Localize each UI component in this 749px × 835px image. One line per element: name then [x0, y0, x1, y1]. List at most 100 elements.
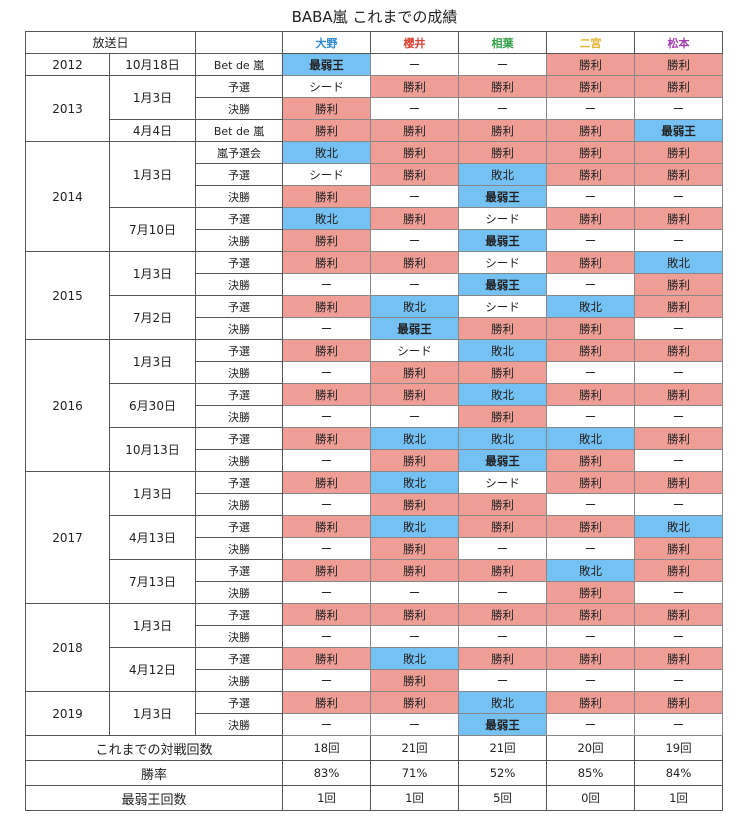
result-cell-1: 勝利 — [370, 493, 460, 516]
result-cell-4: ー — [634, 405, 724, 428]
result-cell-4: ー — [634, 625, 724, 648]
result-cell-4: 勝利 — [634, 339, 724, 362]
result-cell-4: 勝利 — [634, 53, 724, 76]
event-cell: 予選 — [195, 515, 284, 538]
date-cell: 7月13日 — [108, 559, 197, 604]
result-cell-4: 勝利 — [634, 471, 724, 494]
result-cell-2: 勝利 — [458, 493, 548, 516]
date-cell: 1月3日 — [108, 251, 197, 296]
result-cell-4: ー — [634, 449, 724, 472]
result-cell-1: 勝利 — [370, 163, 460, 186]
result-cell-0: ー — [282, 625, 372, 648]
date-cell: 1月3日 — [108, 75, 197, 120]
result-cell-3: ー — [546, 625, 636, 648]
year-cell: 2012 — [25, 53, 110, 76]
result-cell-1: 敗北 — [370, 471, 460, 494]
event-cell: 予選 — [195, 339, 284, 362]
date-cell: 7月2日 — [108, 295, 197, 340]
summary-label: 最弱王回数 — [24, 785, 284, 811]
event-cell: 予選 — [195, 691, 284, 714]
summary-label: これまでの対戦回数 — [24, 735, 284, 761]
table-row: 決勝ー勝利 勝利ーー — [26, 361, 724, 384]
result-cell-0: 勝利 — [282, 119, 372, 142]
result-cell-1: ー — [370, 185, 460, 208]
result-cell-4: ー — [634, 669, 724, 692]
result-cell-3: ー — [546, 361, 636, 384]
result-cell-0: ー — [282, 361, 372, 384]
result-cell-2: シード — [458, 251, 548, 274]
event-cell: 決勝 — [195, 97, 284, 120]
year-cell: 2018 — [25, 603, 110, 692]
table-row: 決勝ーー最弱王ーー — [26, 713, 724, 736]
result-cell-3: 勝利 — [546, 603, 636, 626]
result-cell-4: 敗北 — [634, 515, 724, 538]
result-cell-2: 勝利 — [458, 647, 548, 670]
result-cell-1: ー — [370, 581, 460, 604]
result-cell-0: ー — [282, 449, 372, 472]
result-cell-2: シード — [458, 207, 548, 230]
table-row: 2019 1月3日 予選 勝利 勝利 敗北 勝利 勝利 — [25, 691, 724, 736]
result-cell-4: 勝利 — [634, 163, 724, 186]
result-cell-4: ー — [634, 713, 724, 736]
result-cell-3: 敗北 — [546, 295, 636, 318]
event-cell: 決勝 — [195, 581, 284, 604]
result-cell-1: ー — [370, 405, 460, 428]
result-cell-2: ー — [458, 537, 548, 560]
event-cell: 予選 — [195, 383, 284, 406]
result-cell-1: 敗北 — [370, 515, 460, 538]
result-cell-1: 勝利 — [370, 691, 460, 714]
event-cell: 予選 — [195, 471, 284, 494]
result-cell-3: 勝利 — [546, 75, 636, 98]
result-cell-1: 最弱王 — [370, 317, 460, 340]
table-row: 4月4日 Bet de 嵐勝利 勝利 勝利 勝利 最弱王 — [26, 119, 724, 142]
result-cell-4: ー — [634, 317, 724, 340]
table-row: 7月2日 予選 勝利 敗北 シード 敗北 勝利 — [26, 295, 724, 340]
event-cell: 決勝 — [195, 625, 284, 648]
date-cell: 1月3日 — [108, 141, 197, 208]
result-cell-0: ー — [282, 493, 372, 516]
result-cell-3: ー — [546, 713, 636, 736]
summary-label: 勝率 — [24, 760, 284, 786]
result-cell-1: 敗北 — [370, 427, 460, 450]
result-cell-4: ー — [634, 493, 724, 516]
result-cell-1: 勝利 — [370, 449, 460, 472]
summary-row: これまでの対戦回数 18回 21回 21回 20回 19回 — [24, 735, 724, 761]
summary-value-0: 18回 — [282, 735, 372, 761]
summary-value-3: 85% — [546, 760, 636, 786]
table-row: 2015 1月3日 予選 勝利 勝利 シード 勝利 敗北 — [25, 251, 724, 340]
table-row: 決勝ーー最弱王ー勝利 — [26, 273, 724, 296]
header-member-1: 櫻井 — [370, 31, 460, 54]
result-cell-4: 勝利 — [634, 647, 724, 670]
date-cell: 6月30日 — [108, 383, 197, 428]
date-cell: 1月3日 — [108, 471, 197, 516]
date-cell: 4月12日 — [108, 647, 197, 692]
table-row: 予選 シード 勝利 敗北 勝利 勝利 — [26, 163, 724, 186]
result-cell-2: 勝利 — [458, 405, 548, 428]
result-cell-4: ー — [634, 361, 724, 384]
result-cell-2: 敗北 — [458, 163, 548, 186]
result-cell-0: 勝利 — [282, 559, 372, 582]
date-cell: 1月3日 — [108, 339, 197, 384]
result-cell-2: 勝利 — [458, 119, 548, 142]
result-cell-0: 勝利 — [282, 691, 372, 714]
result-cell-2: ー — [458, 581, 548, 604]
result-cell-3: ー — [546, 97, 636, 120]
table-row: 決勝ーー勝利ーー — [26, 405, 724, 428]
result-cell-0: 勝利 — [282, 603, 372, 626]
date-cell: 4月4日 — [108, 119, 197, 142]
result-cell-3: ー — [546, 537, 636, 560]
result-cell-0: ー — [282, 317, 372, 340]
result-cell-1: ー — [370, 97, 460, 120]
table-row: 2016 1月3日 予選 勝利 シード 敗北 勝利 勝利 — [25, 339, 724, 472]
result-cell-1: ー — [370, 229, 460, 252]
summary-value-0: 1回 — [282, 785, 372, 811]
result-cell-2: 最弱王 — [458, 449, 548, 472]
result-cell-4: 勝利 — [634, 427, 724, 450]
summary-value-1: 21回 — [370, 735, 460, 761]
year-cell: 2017 — [25, 471, 110, 604]
result-cell-3: 敗北 — [546, 559, 636, 582]
date-cell: 1月3日 — [108, 603, 197, 648]
event-cell: 予選 — [195, 427, 284, 450]
date-cell: 10月18日 — [108, 53, 197, 76]
date-cell: 7月10日 — [108, 207, 197, 252]
